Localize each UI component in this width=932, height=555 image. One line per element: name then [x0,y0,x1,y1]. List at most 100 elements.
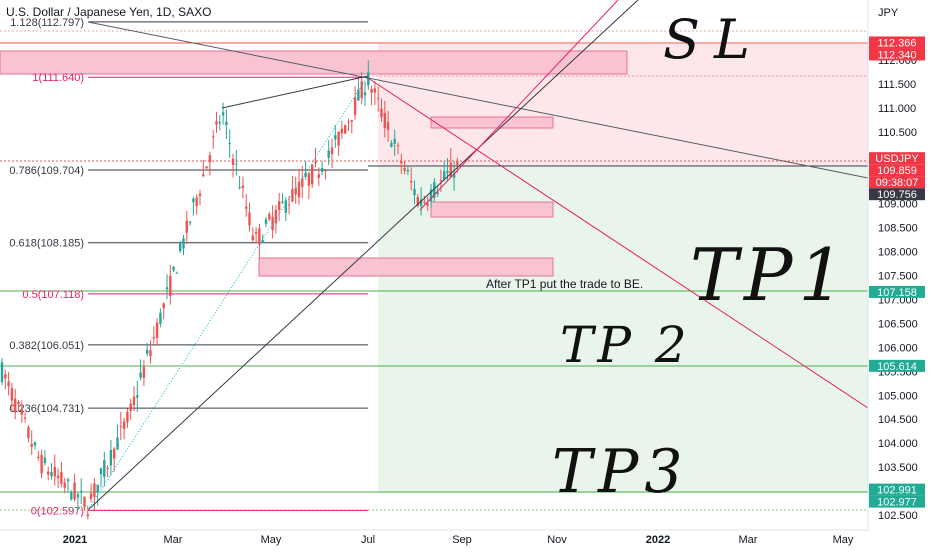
candle-body [433,181,436,198]
candle-body [152,337,155,339]
candle-body [30,443,33,447]
candle-body [205,166,208,169]
candle-body [136,395,139,398]
candle-body [202,174,205,176]
candle-body [291,189,294,202]
trendline-down-long[interactable] [87,21,869,179]
trendline-up-pink[interactable] [419,0,619,211]
time-tick-label: 2022 [646,534,670,546]
candles [0,60,459,520]
price-tag [869,152,925,165]
candle-body [311,164,314,185]
candle-body [443,171,446,180]
price-tick-label: 109.000 [878,199,918,211]
candle-body [436,192,439,195]
price-tag-label: 105.614 [877,361,917,373]
time-tick-label: Mar [164,534,183,546]
price-tag [869,495,925,508]
price-tag-label: 107.158 [877,287,917,299]
candle-body [396,145,400,147]
candle-body [93,483,96,498]
price-tick-label: 111.000 [878,103,916,115]
candle-body [225,121,228,125]
candle-body [314,161,317,164]
candle-body [268,214,271,220]
candle-body [122,421,126,429]
price-tag [869,164,925,177]
candle-body [116,437,119,450]
candle-body [386,122,390,130]
price-tag-label: 112.340 [878,49,917,61]
candle-body [258,228,261,245]
candle-body [66,479,70,482]
candle-body [228,143,231,145]
candle-body [63,482,66,488]
price-axis[interactable]: JPY 112.000111.500111.000110.500110.0001… [867,0,932,530]
currency-label: JPY [878,7,899,19]
trendline-up-long[interactable] [87,0,639,511]
tp3-handwriting: TP3 [552,437,689,507]
price-tick-label: 111.500 [878,79,916,91]
candle-body [17,401,20,405]
candle-body [0,362,4,383]
trendline-down-pink[interactable] [367,77,869,409]
candle-body [119,426,122,428]
candle-body [179,243,182,251]
candle-body [439,180,443,182]
candle-body [370,88,373,93]
fib-retracement[interactable]: 1.128(112.797) 1(111.640) 0.786(109.704) 0.… [9,17,368,518]
candle-body [390,143,393,148]
candle-body [327,150,330,158]
candle-body [149,350,152,357]
candle-body [403,167,406,171]
candle-body [43,457,47,464]
candle-body [363,92,367,96]
candle-body [192,198,195,203]
candle-body [456,161,459,165]
price-tag [869,36,925,49]
supply-box-top [0,50,628,75]
candle-body [20,409,23,415]
candle-body [406,170,410,172]
chart-title: U.S. Dollar / Japanese Yen, 1D, SAXO [6,5,211,19]
candle-body [96,484,99,493]
price-tag-label: 102.977 [877,497,917,509]
candle-body [162,303,165,309]
candle-body [70,492,73,500]
price-tag [869,285,925,298]
time-axis[interactable]: 2021 Mar May Jul Sep Nov 2022 Mar May [0,529,932,550]
candle-body [126,411,129,423]
candle-body [53,466,56,477]
candle-body [86,514,89,516]
price-tick-label: 108.500 [878,223,918,235]
candle-body [132,396,136,406]
candle-body [50,471,53,477]
trendline-top-connector[interactable] [221,75,369,109]
candle-body [245,206,248,209]
price-tick-label: 105.000 [878,390,918,402]
supply-box-mid [430,116,554,129]
candle-body [103,460,106,477]
candle-body [264,219,268,224]
candle-body [304,172,307,177]
candle-body [146,349,149,354]
demand-box-2 [258,257,554,277]
sl-handwriting: SL [663,8,764,71]
time-tick-label: Nov [547,534,567,546]
candle-body [218,122,221,124]
candle-body [337,131,340,146]
price-tick-label: 103.500 [878,462,918,474]
candle-body [40,454,43,474]
candle-body [423,201,426,203]
candle-body [261,240,264,243]
candle-body [373,88,377,93]
candle-body [400,161,403,164]
candle-body [330,147,334,155]
candle-body [419,199,423,207]
price-tag [869,176,925,189]
candle-body [221,112,225,116]
candle-body [383,113,386,129]
candle-body [301,178,304,187]
